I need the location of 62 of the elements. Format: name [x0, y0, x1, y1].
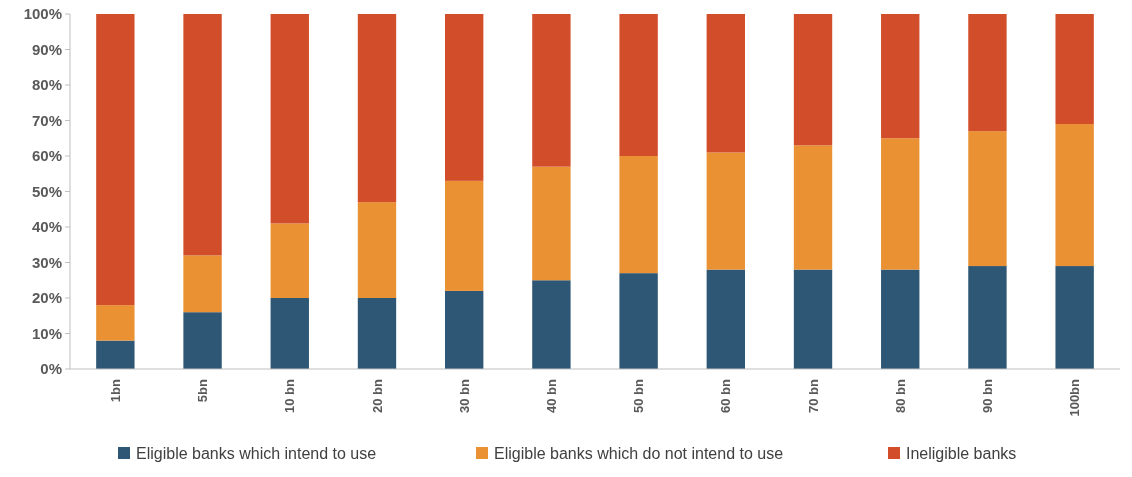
- y-tick-label: 10%: [31, 324, 62, 342]
- bar: [96, 305, 135, 341]
- y-tick-label: 60%: [31, 147, 62, 165]
- y-tick-label: 30%: [31, 253, 62, 271]
- bar: [1055, 14, 1094, 125]
- bar: [183, 255, 222, 313]
- x-tick-label: 70 bn: [805, 378, 821, 413]
- bar: [96, 340, 135, 369]
- bar: [270, 14, 309, 224]
- bar: [619, 14, 658, 156]
- bar: [96, 14, 135, 306]
- bar: [445, 180, 484, 291]
- bar: [532, 166, 571, 281]
- y-tick-label: 20%: [31, 289, 62, 307]
- bar: [793, 14, 833, 146]
- x-tick-label: 100bn: [1067, 378, 1083, 417]
- bar: [793, 145, 833, 270]
- bar: [357, 298, 397, 369]
- bar: [532, 14, 571, 167]
- bar: [1055, 124, 1094, 267]
- y-tick-label: 70%: [31, 111, 62, 129]
- bar: [532, 280, 571, 369]
- bar: [881, 269, 920, 369]
- y-tick-label: 50%: [31, 182, 62, 200]
- bar: [357, 202, 397, 298]
- y-tick-label: 40%: [31, 218, 62, 236]
- bar: [357, 14, 397, 203]
- bar: [445, 14, 484, 181]
- y-tick-label: 100%: [23, 5, 62, 23]
- bar: [270, 298, 309, 369]
- x-tick-label: 20 bn: [369, 378, 385, 413]
- x-tick-label: 50 bn: [631, 378, 647, 413]
- bar: [706, 152, 745, 270]
- bar: [968, 131, 1007, 267]
- y-tick-label: 80%: [31, 76, 62, 94]
- bar: [881, 138, 920, 270]
- x-tick-label: 30 bn: [456, 378, 472, 413]
- bar: [183, 14, 222, 256]
- bar: [706, 269, 745, 369]
- x-tick-label: 1bn: [107, 378, 123, 403]
- x-tick-label: 40 bn: [543, 378, 559, 413]
- bar: [968, 14, 1007, 132]
- legend-label: Ineligible banks: [906, 444, 1017, 462]
- x-tick-label: 80 bn: [892, 378, 908, 413]
- bar: [881, 14, 920, 139]
- x-tick-label: 60 bn: [718, 378, 734, 413]
- x-tick-label: 10 bn: [282, 378, 298, 413]
- y-tick-label: 0%: [40, 360, 62, 378]
- bar: [445, 290, 484, 369]
- bar: [619, 273, 658, 369]
- bar: [706, 14, 745, 153]
- bar: [793, 269, 833, 369]
- y-tick-label: 90%: [31, 40, 62, 58]
- legend-label: Eligible banks which intend to use: [136, 444, 377, 462]
- bar: [183, 312, 222, 369]
- bar: [619, 156, 658, 274]
- bar: [270, 223, 309, 298]
- x-tick-label: 5bn: [195, 378, 211, 403]
- x-tick-label: 90 bn: [979, 378, 995, 413]
- bar: [1055, 266, 1094, 369]
- bar: [968, 266, 1007, 369]
- legend-label: Eligible banks which do not intend to use: [494, 444, 784, 462]
